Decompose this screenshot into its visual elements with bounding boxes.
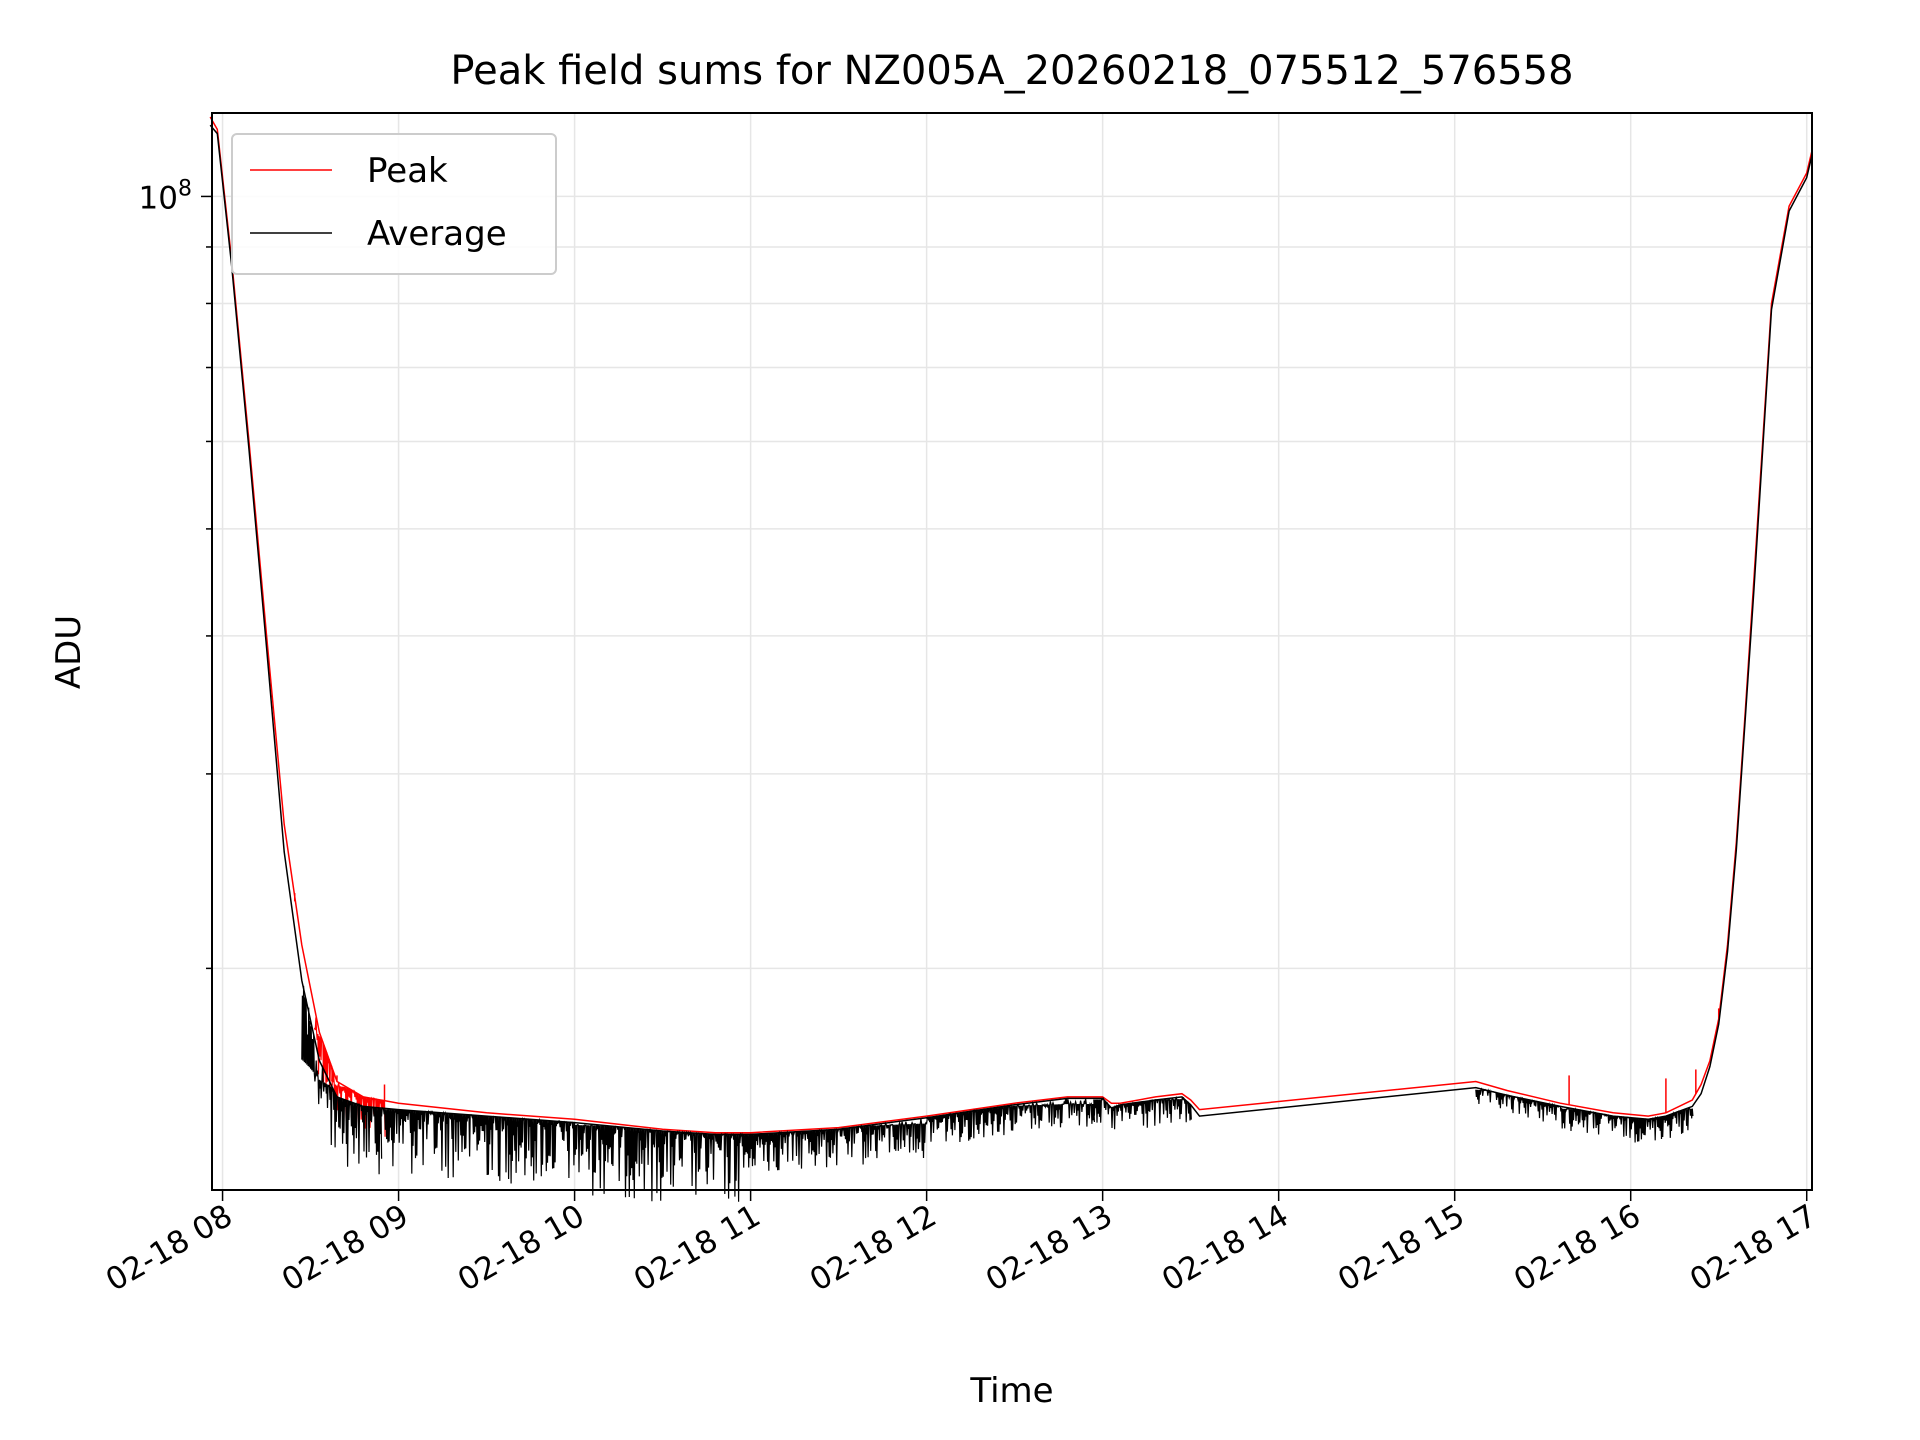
x-axis-label: Time xyxy=(969,1371,1053,1411)
series-noise-average xyxy=(574,1123,752,1202)
chart-title: Peak field sums for NZ005A_20260218_0755… xyxy=(450,48,1573,94)
y-ticks: 108 xyxy=(139,176,212,970)
series-noise-average xyxy=(1559,1107,1694,1143)
series-noise-average xyxy=(926,1098,1095,1143)
series-layer xyxy=(209,116,1813,1202)
series-noise-peak xyxy=(314,1017,333,1093)
series-noise-average xyxy=(750,1118,928,1171)
series-noise-average xyxy=(380,1106,576,1184)
legend-box xyxy=(231,133,557,275)
legend-label-average: Average xyxy=(367,214,507,254)
y-tick-label: 108 xyxy=(139,176,192,216)
series-noise-average xyxy=(301,985,383,1175)
series-noise-average xyxy=(1093,1095,1192,1130)
legend-label-peak: Peak xyxy=(367,151,448,191)
series-noise-average xyxy=(1475,1087,1562,1122)
y-axis-label: ADU xyxy=(49,615,89,689)
legend: Peak Average xyxy=(231,133,557,275)
plot-frame xyxy=(211,112,1813,1191)
